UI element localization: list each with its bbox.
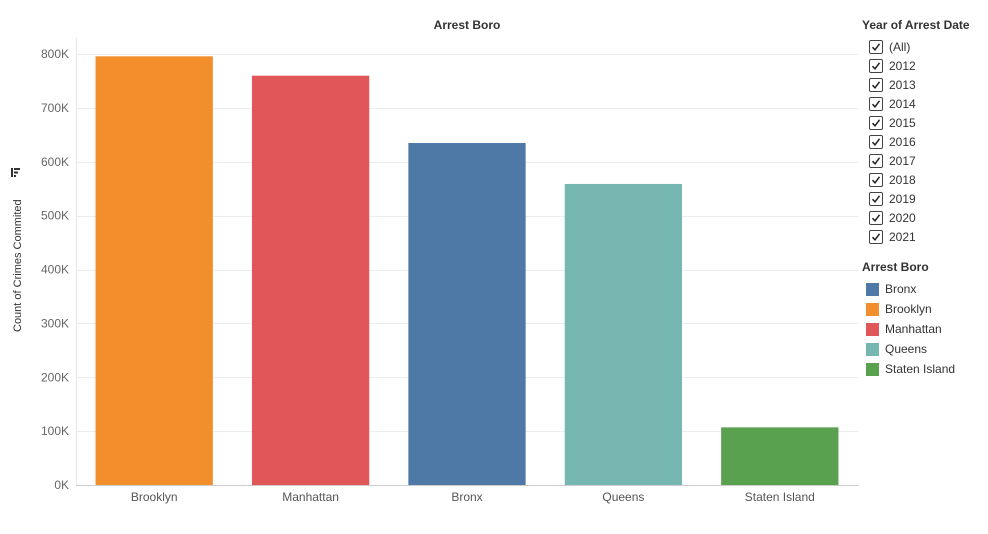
year-filter-item[interactable]: 2017 bbox=[862, 151, 988, 170]
y-axis-title-group[interactable]: Count of Crimes Commited bbox=[12, 199, 24, 332]
y-tick-label: 100K bbox=[41, 424, 69, 438]
checkbox[interactable] bbox=[869, 210, 883, 225]
x-tick-label: Staten Island bbox=[745, 490, 815, 504]
year-filter-item[interactable]: 2020 bbox=[862, 208, 988, 227]
checkmark-icon bbox=[871, 137, 881, 146]
bar-queens[interactable] bbox=[564, 183, 683, 486]
year-filter-label: 2014 bbox=[889, 96, 916, 111]
year-filter-label: 2020 bbox=[889, 210, 916, 225]
bar-bronx[interactable] bbox=[408, 143, 526, 485]
color-swatch bbox=[866, 362, 879, 376]
color-legend-item[interactable]: Manhattan bbox=[862, 319, 988, 339]
year-filter-item[interactable]: 2016 bbox=[862, 132, 988, 151]
bar-manhattan[interactable] bbox=[251, 75, 370, 485]
checkmark-icon bbox=[871, 213, 881, 222]
year-filter-item[interactable]: 2014 bbox=[862, 94, 988, 113]
checkbox[interactable] bbox=[869, 172, 883, 187]
bar-brooklyn[interactable] bbox=[95, 56, 213, 485]
year-filter-item[interactable]: 2013 bbox=[862, 75, 988, 94]
color-swatch bbox=[866, 322, 879, 336]
checkbox[interactable] bbox=[869, 191, 883, 206]
checkmark-icon bbox=[871, 156, 881, 165]
color-legend-label: Bronx bbox=[885, 282, 917, 296]
year-filter-title: Year of Arrest Date bbox=[862, 18, 970, 32]
year-filter-item[interactable]: 2018 bbox=[862, 170, 988, 189]
y-tick-label: 0K bbox=[54, 478, 69, 492]
checkbox[interactable] bbox=[869, 39, 883, 54]
bar-staten-island[interactable] bbox=[721, 427, 839, 485]
color-swatch bbox=[866, 302, 879, 316]
checkbox[interactable] bbox=[869, 77, 883, 92]
color-legend-label: Queens bbox=[885, 342, 928, 356]
y-tick-label: 400K bbox=[41, 263, 69, 277]
x-tick-label: Manhattan bbox=[282, 490, 339, 504]
checkbox[interactable] bbox=[869, 58, 883, 73]
year-filter-item[interactable]: 2012 bbox=[862, 56, 988, 75]
checkbox[interactable] bbox=[869, 229, 883, 244]
color-legend-list: Bronx Brooklyn Manhattan Queens Staten Islan… bbox=[862, 279, 988, 379]
year-filter-item[interactable]: 2019 bbox=[862, 189, 988, 208]
checkmark-icon bbox=[871, 80, 881, 89]
checkmark-icon bbox=[871, 175, 881, 184]
y-tick-label: 500K bbox=[41, 209, 69, 223]
checkbox[interactable] bbox=[869, 115, 883, 130]
checkmark-icon bbox=[871, 118, 881, 127]
year-filter-label: 2018 bbox=[889, 172, 916, 187]
legend-panel: Year of Arrest Date (All) 2012 2013 2014 201… bbox=[862, 18, 988, 379]
color-swatch bbox=[866, 342, 879, 356]
checkmark-icon bbox=[871, 61, 881, 70]
color-legend-label: Brooklyn bbox=[885, 302, 932, 316]
checkbox[interactable] bbox=[869, 153, 883, 168]
color-legend-title: Arrest Boro bbox=[862, 260, 929, 274]
y-axis-title: Count of Crimes Commited bbox=[12, 199, 24, 332]
x-tick-label: Queens bbox=[602, 490, 644, 504]
y-tick-label: 600K bbox=[41, 155, 69, 169]
color-legend-label: Staten Island bbox=[885, 362, 956, 376]
checkbox[interactable] bbox=[869, 134, 883, 149]
x-axis: Brooklyn Manhattan Bronx Queens Staten Islan… bbox=[131, 490, 815, 504]
y-tick-label: 200K bbox=[41, 370, 69, 384]
year-filter-label: 2019 bbox=[889, 191, 916, 206]
color-legend-item[interactable]: Staten Island bbox=[862, 359, 988, 379]
y-tick-label: 800K bbox=[41, 47, 69, 61]
x-tick-label: Brooklyn bbox=[131, 490, 178, 504]
color-legend: Arrest Boro Bronx Brooklyn Manhattan Queens… bbox=[862, 260, 988, 379]
year-filter-label: (All) bbox=[889, 39, 911, 54]
x-tick-label: Bronx bbox=[451, 490, 482, 504]
chart-title: Arrest Boro bbox=[434, 18, 501, 32]
y-axis: 0K 100K 200K 300K 400K 500K 600K 700K 800K bbox=[41, 47, 69, 492]
year-filter-label: 2016 bbox=[889, 134, 916, 149]
checkmark-icon bbox=[871, 194, 881, 203]
year-filter: Year of Arrest Date (All) 2012 2013 2014 201… bbox=[862, 18, 988, 246]
year-filter-label: 2017 bbox=[889, 153, 916, 168]
color-legend-item[interactable]: Queens bbox=[862, 339, 988, 359]
y-tick-label: 700K bbox=[41, 101, 69, 115]
sort-descending-icon[interactable] bbox=[11, 168, 20, 177]
year-filter-item[interactable]: (All) bbox=[862, 37, 988, 56]
bars bbox=[95, 56, 839, 486]
checkmark-icon bbox=[871, 232, 881, 241]
checkmark-icon bbox=[871, 99, 881, 108]
color-swatch bbox=[866, 282, 879, 296]
y-tick-label: 300K bbox=[41, 316, 69, 330]
year-filter-label: 2013 bbox=[889, 77, 916, 92]
year-filter-list: (All) 2012 2013 2014 2015 2016 2017 2018 2019 202… bbox=[862, 37, 988, 246]
color-legend-item[interactable]: Bronx bbox=[862, 279, 988, 299]
checkbox[interactable] bbox=[869, 96, 883, 111]
bar-chart: Arrest Boro Count of Crimes Commited 0K 1… bbox=[11, 18, 858, 504]
checkmark-icon bbox=[871, 42, 881, 51]
color-legend-item[interactable]: Brooklyn bbox=[862, 299, 988, 319]
year-filter-label: 2012 bbox=[889, 58, 916, 73]
year-filter-label: 2015 bbox=[889, 115, 916, 130]
year-filter-label: 2021 bbox=[889, 229, 916, 244]
year-filter-item[interactable]: 2021 bbox=[862, 227, 988, 246]
year-filter-item[interactable]: 2015 bbox=[862, 113, 988, 132]
color-legend-label: Manhattan bbox=[885, 322, 942, 336]
